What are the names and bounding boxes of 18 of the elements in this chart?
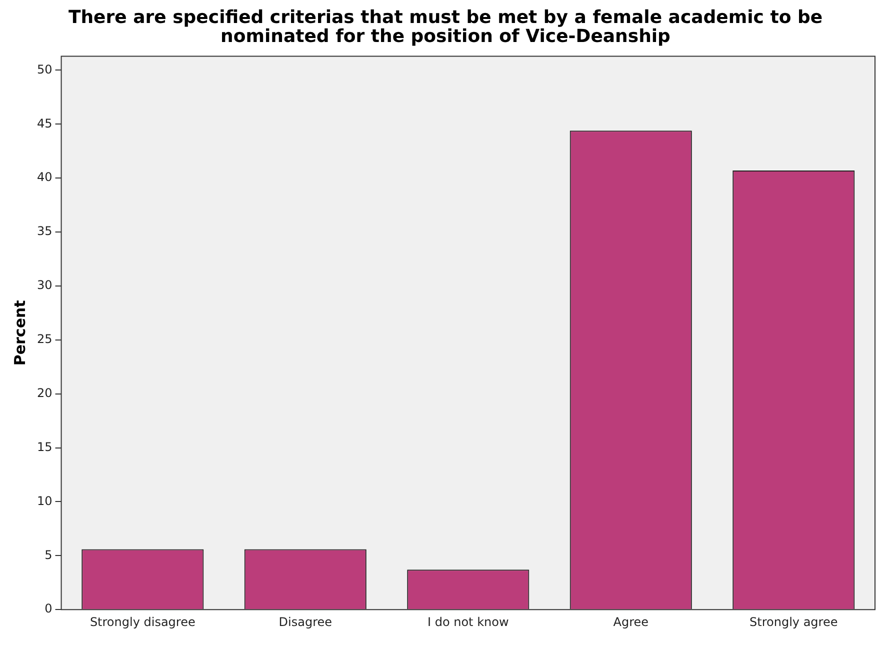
y-tick-label: 20	[36, 386, 52, 400]
x-tick-label: I do not know	[427, 614, 509, 629]
chart-title: There are specified criterias that must be met by a female academic to be nominated for the position of Vice-Deanship	[67, 7, 824, 47]
y-axis-title: Percent	[10, 300, 29, 366]
y-tick-label: 35	[36, 224, 52, 238]
x-tick-label: Strongly agree	[750, 614, 838, 629]
y-tick-label: 50	[36, 62, 52, 76]
x-tick-label: Agree	[613, 614, 649, 629]
y-tick-label: 40	[36, 170, 52, 184]
y-tick-label: 25	[36, 332, 52, 346]
x-tick-label: Disagree	[278, 614, 332, 629]
y-tick-label: 10	[36, 494, 52, 508]
y-tick-label: 45	[36, 116, 52, 130]
x-tick-label: Strongly disagree	[90, 614, 196, 629]
y-tick-label: 5	[44, 548, 52, 562]
y-tick-label: 0	[44, 602, 52, 616]
y-tick-label: 15	[36, 440, 52, 454]
y-tick-label: 30	[36, 278, 52, 292]
